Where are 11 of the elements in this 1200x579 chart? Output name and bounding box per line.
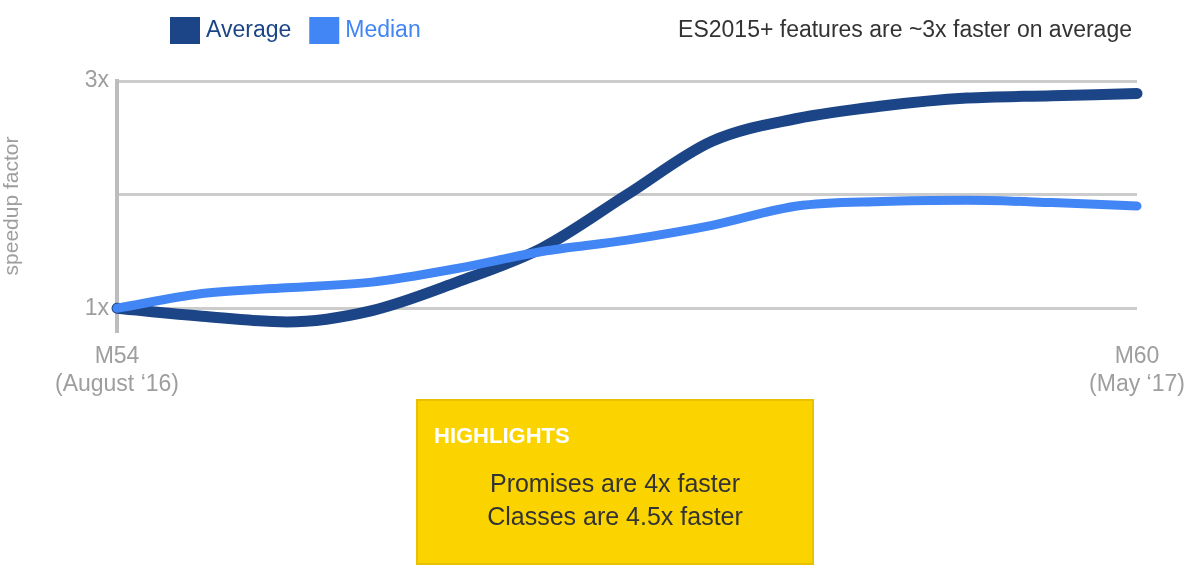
legend-label: Average: [206, 16, 292, 43]
text: Classes are 4.5x faster: [486, 501, 744, 532]
text: Promises are 4x faster: [488, 468, 742, 499]
y-tick-label: 1x: [84, 293, 110, 320]
text: HIGHLIGHTS: [434, 423, 570, 449]
legend-label: Median: [345, 16, 421, 43]
x-tick-label: M60 (May ‘17): [1089, 342, 1185, 396]
chart-title: ES2015+ features are ~3x faster on average: [678, 16, 1132, 43]
x-tick-label: M54 (August ‘16): [54, 342, 180, 396]
y-axis-title: speedup factor: [0, 136, 23, 276]
y-tick-label: 3x: [84, 66, 110, 93]
